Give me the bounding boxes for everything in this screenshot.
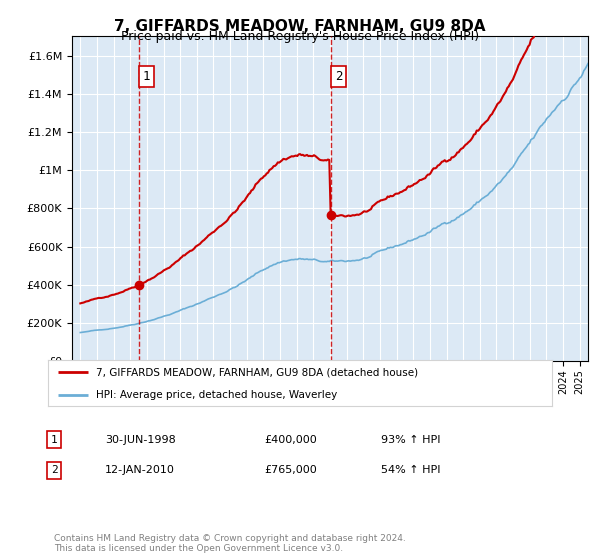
Text: 93% ↑ HPI: 93% ↑ HPI bbox=[381, 435, 440, 445]
Text: Price paid vs. HM Land Registry's House Price Index (HPI): Price paid vs. HM Land Registry's House … bbox=[121, 30, 479, 43]
Text: 30-JUN-1998: 30-JUN-1998 bbox=[105, 435, 176, 445]
Text: 2: 2 bbox=[50, 465, 58, 475]
Text: 7, GIFFARDS MEADOW, FARNHAM, GU9 8DA (detached house): 7, GIFFARDS MEADOW, FARNHAM, GU9 8DA (de… bbox=[96, 367, 418, 377]
Text: 1: 1 bbox=[50, 435, 58, 445]
Text: 1: 1 bbox=[143, 70, 150, 83]
Text: 54% ↑ HPI: 54% ↑ HPI bbox=[381, 465, 440, 475]
Text: HPI: Average price, detached house, Waverley: HPI: Average price, detached house, Wave… bbox=[96, 390, 337, 399]
Text: 7, GIFFARDS MEADOW, FARNHAM, GU9 8DA: 7, GIFFARDS MEADOW, FARNHAM, GU9 8DA bbox=[114, 19, 486, 34]
Text: Contains HM Land Registry data © Crown copyright and database right 2024.
This d: Contains HM Land Registry data © Crown c… bbox=[54, 534, 406, 553]
Text: £765,000: £765,000 bbox=[264, 465, 317, 475]
Text: 12-JAN-2010: 12-JAN-2010 bbox=[105, 465, 175, 475]
Text: £400,000: £400,000 bbox=[264, 435, 317, 445]
Text: 2: 2 bbox=[335, 70, 343, 83]
